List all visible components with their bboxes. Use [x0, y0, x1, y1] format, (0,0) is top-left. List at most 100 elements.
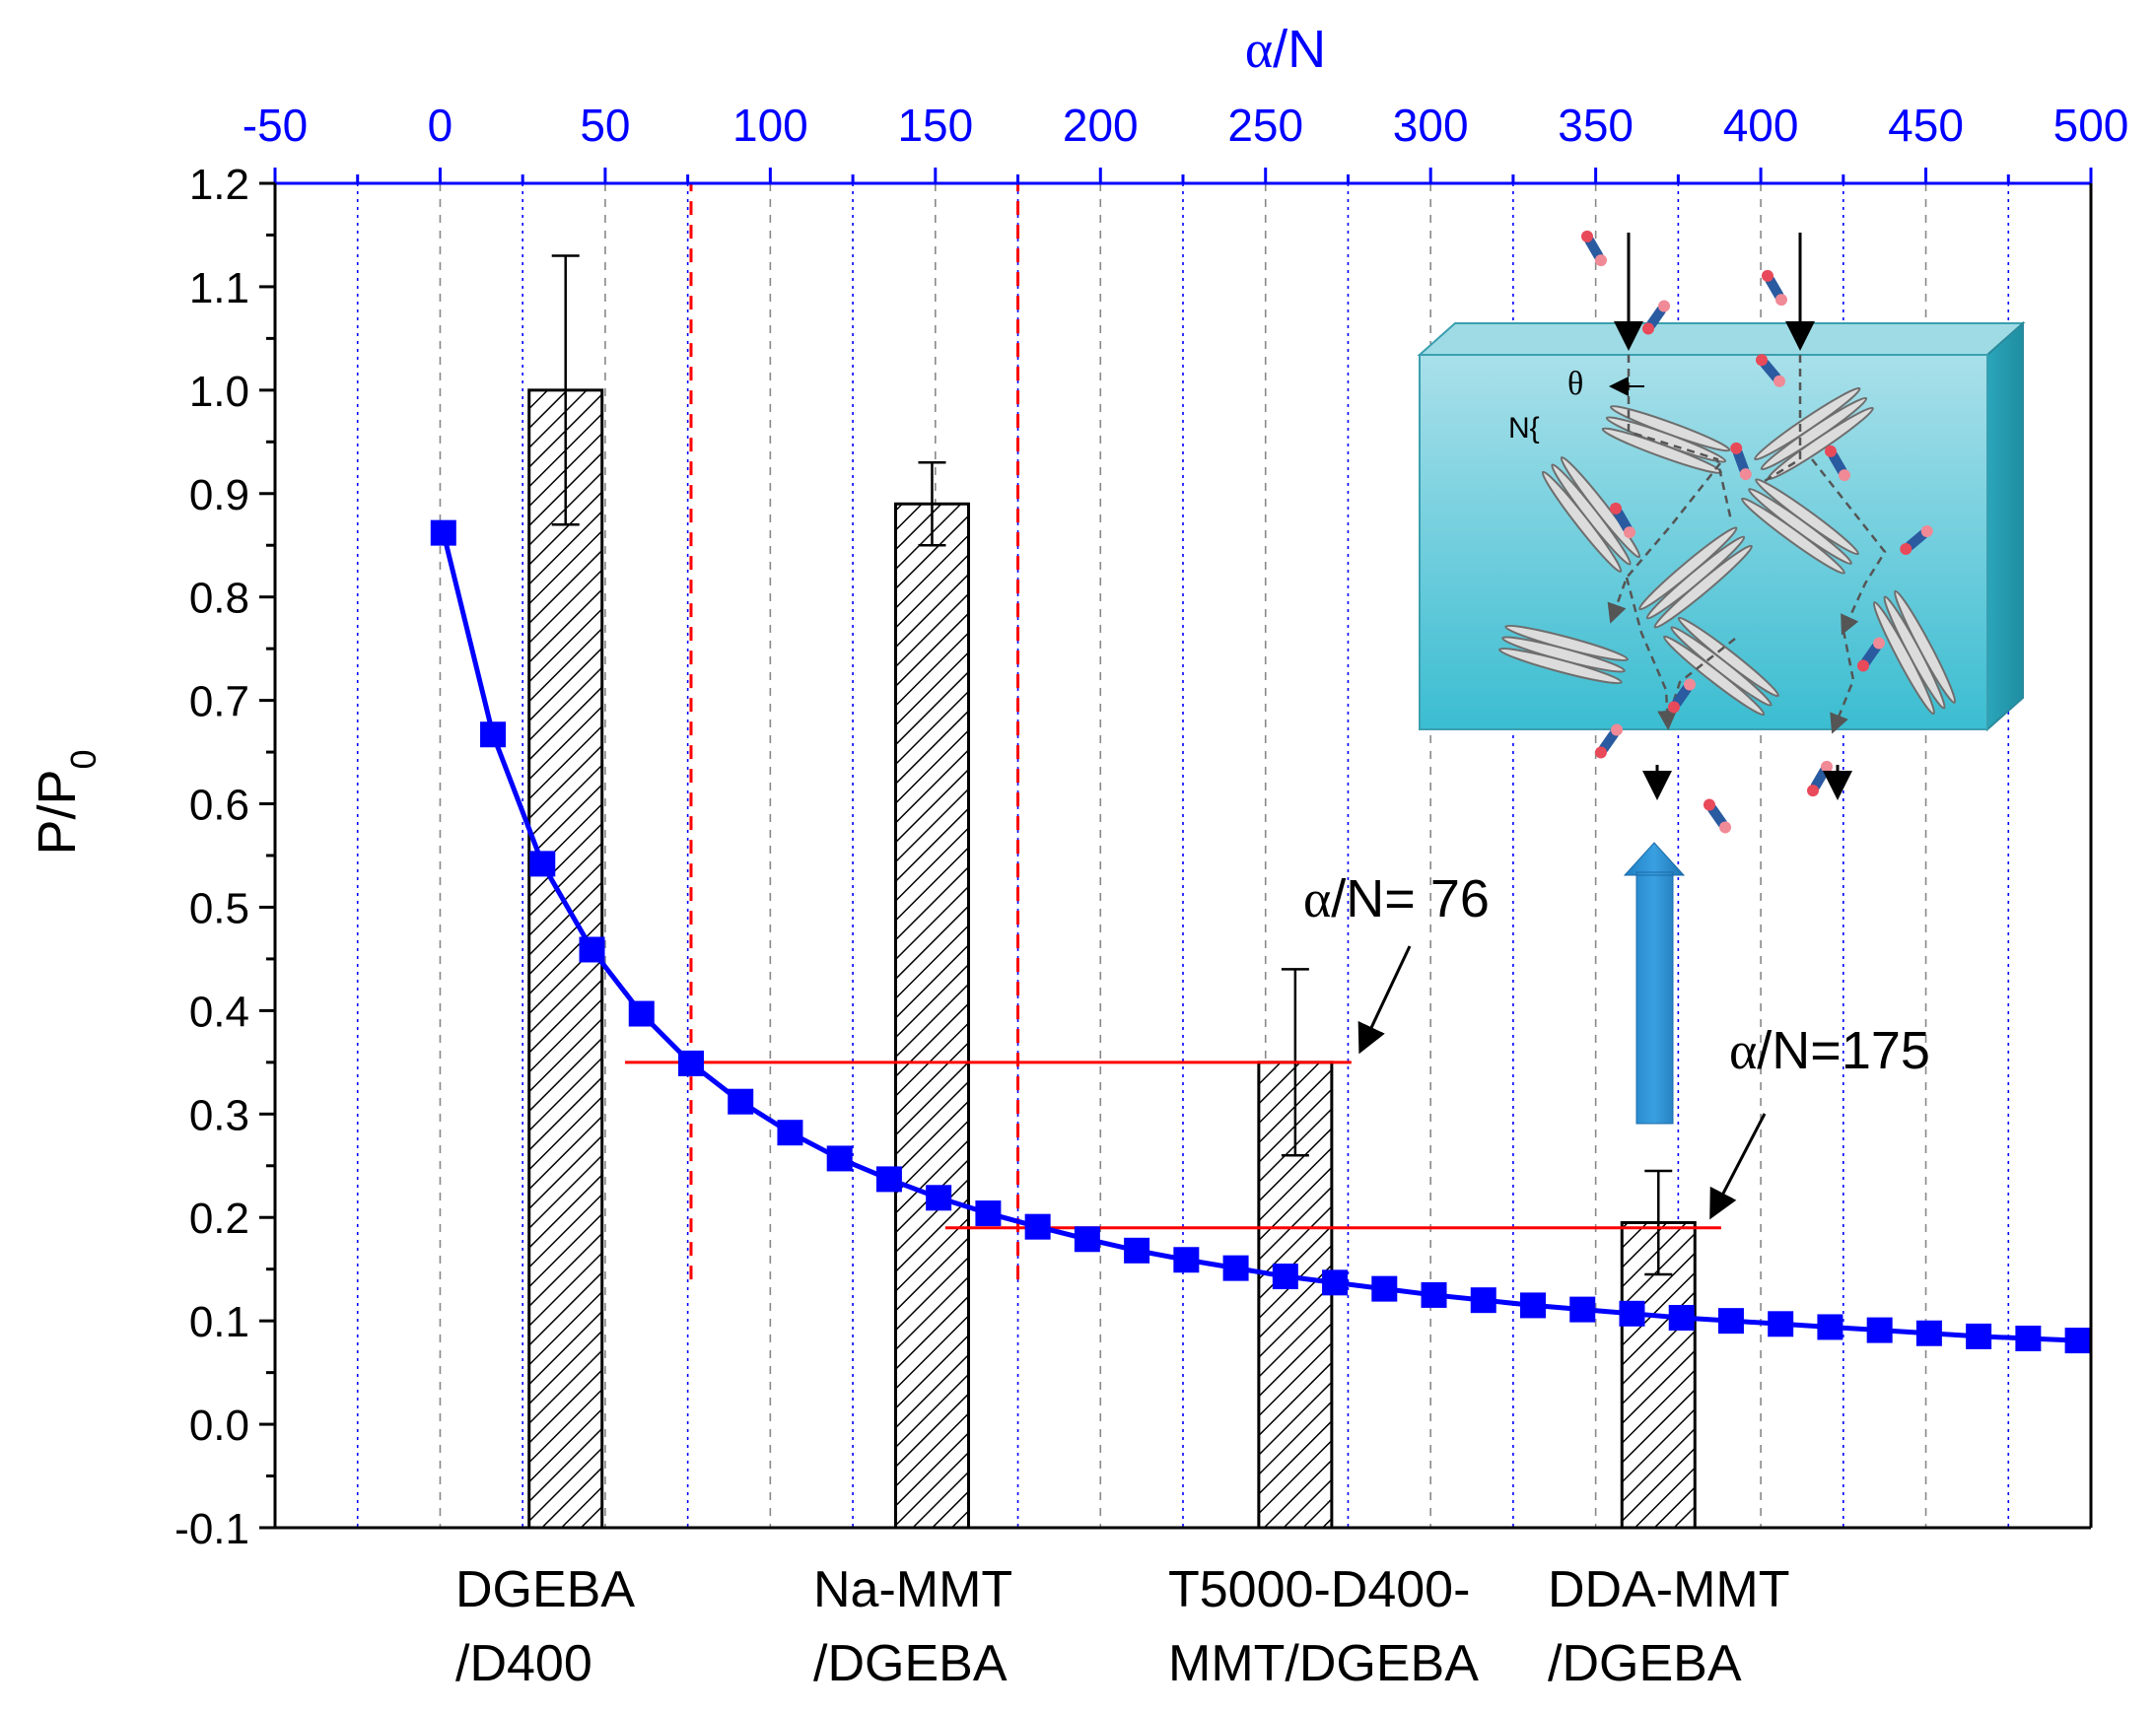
- molecule-atom: [1739, 468, 1752, 481]
- clay-platelet-2: [1754, 386, 1874, 481]
- molecule-atom: [1719, 821, 1732, 834]
- series-point-25: [1668, 1305, 1695, 1332]
- molecule-atom: [1807, 785, 1819, 797]
- top-tick-label-4: 150: [897, 100, 973, 151]
- series-point-15: [1173, 1247, 1200, 1273]
- clay-platelet-5: [1498, 624, 1629, 685]
- series-point-27: [1768, 1311, 1794, 1337]
- molecule-atom: [1610, 502, 1622, 514]
- molecule-atom: [1873, 637, 1886, 650]
- series-line-0: [441, 532, 2078, 1343]
- gas-molecule-10: [1594, 723, 1624, 759]
- bar-1: [893, 502, 970, 1530]
- series-point-1: [480, 721, 507, 748]
- left-tick-label-8: 0.7: [189, 678, 249, 726]
- series-point-28: [1817, 1314, 1843, 1340]
- molecule-atom: [1900, 542, 1913, 555]
- clay-platelet-4: [1638, 526, 1753, 629]
- gas-molecule-6: [1610, 502, 1635, 539]
- left-tick-label-1: 0.0: [189, 1402, 249, 1450]
- series-point-14: [1124, 1237, 1150, 1264]
- top-tick-label-8: 350: [1558, 100, 1634, 151]
- gas-molecule-3: [1756, 354, 1785, 387]
- top-tick-label-0: -50: [243, 100, 308, 151]
- molecule-atom: [1730, 442, 1743, 454]
- series-point-4: [628, 1000, 655, 1027]
- left-tick-label-9: 0.8: [189, 575, 249, 623]
- clay-platelet-6: [1663, 616, 1779, 717]
- series-point-9: [875, 1166, 902, 1193]
- left-tick-label-10: 0.9: [189, 471, 249, 519]
- series-point-5: [677, 1050, 704, 1076]
- slab-side-face: [1986, 320, 2024, 732]
- series-point-29: [1866, 1317, 1893, 1343]
- series-point-18: [1322, 1269, 1349, 1296]
- molecule-atom: [1762, 269, 1773, 282]
- series-point-17: [1272, 1264, 1298, 1290]
- molecule-atom: [1825, 445, 1837, 457]
- top-tick-label-5: 200: [1063, 100, 1139, 151]
- molecule-atom: [1684, 678, 1697, 691]
- molecule-core: [1732, 447, 1750, 475]
- gas-molecule-8: [1856, 637, 1886, 672]
- molecule-atom: [1756, 354, 1769, 367]
- molecule-atom: [1821, 760, 1833, 773]
- clay-platelet-1: [1541, 456, 1641, 573]
- series-point-20: [1421, 1281, 1447, 1308]
- n-label: N{: [1508, 412, 1540, 445]
- clay-platelet-3: [1741, 478, 1859, 575]
- left-tick-label-11: 1.0: [189, 368, 249, 416]
- gas-molecule-5: [1730, 442, 1752, 481]
- series-point-21: [1470, 1287, 1496, 1314]
- annotation-arrow-175: [1709, 1113, 1767, 1220]
- molecule-core: [1671, 683, 1693, 709]
- molecule-atom: [1641, 322, 1654, 335]
- gas-molecule-12: [1807, 760, 1833, 797]
- left-tick-label-6: 0.5: [189, 884, 249, 932]
- top-tick-label-3: 100: [732, 100, 808, 151]
- left-tick-label-12: 1.1: [189, 264, 249, 312]
- molecule-atom: [1667, 701, 1680, 714]
- series-point-10: [926, 1185, 952, 1211]
- gas-molecule-4: [1825, 445, 1850, 482]
- annotation-arrow-76: [1357, 945, 1412, 1055]
- molecule-atom: [1581, 230, 1593, 242]
- platelet-sheet: [1741, 497, 1845, 575]
- top-tick-label-10: 450: [1888, 100, 1964, 151]
- platelet-sheet: [1663, 635, 1766, 717]
- top-axis-title: α/N: [1245, 20, 1326, 79]
- left-tick-label-13: 1.2: [189, 161, 249, 209]
- gas-molecule-9: [1667, 678, 1697, 714]
- gas-molecules: [1581, 230, 1933, 834]
- molecule-atom: [1775, 294, 1787, 307]
- series-point-0: [430, 519, 456, 546]
- gas-molecule-7: [1900, 525, 1933, 555]
- platelet-sheet: [1541, 470, 1623, 573]
- series-point-24: [1619, 1300, 1645, 1327]
- platelet-sheet: [1498, 648, 1623, 685]
- series-point-8: [826, 1145, 853, 1172]
- gas-molecule-1: [1641, 300, 1671, 335]
- molecule-atom: [1595, 254, 1607, 267]
- category-label-3-line-1: /DGEBA: [1548, 1635, 1742, 1692]
- bar-category-labels: DGEBA/D400 Na-MMT/DGEBA T5000-D400- MMT/DGE…: [455, 1561, 1790, 1692]
- molecule-atom: [1658, 300, 1671, 312]
- platelet-sheet: [1872, 601, 1935, 716]
- series-point-16: [1222, 1255, 1249, 1281]
- annotation-alpha-n-175: α/N=175: [1729, 1021, 1930, 1080]
- series-point-3: [579, 936, 605, 963]
- clay-platelets: [1498, 386, 1957, 717]
- theta-label: θ: [1567, 366, 1583, 402]
- molecule-atom: [1624, 526, 1635, 539]
- series-point-6: [728, 1088, 754, 1115]
- top-tick-label-1: 0: [428, 100, 453, 151]
- molecule-core: [1860, 642, 1882, 667]
- molecule-atom: [1920, 525, 1933, 538]
- big-up-arrow: [1623, 842, 1686, 1125]
- series-point-11: [975, 1200, 1002, 1227]
- molecule-core: [1765, 275, 1784, 301]
- molecule-core: [1706, 803, 1728, 829]
- category-label-1-line-1: /DGEBA: [813, 1635, 1008, 1692]
- series-point-22: [1520, 1292, 1547, 1319]
